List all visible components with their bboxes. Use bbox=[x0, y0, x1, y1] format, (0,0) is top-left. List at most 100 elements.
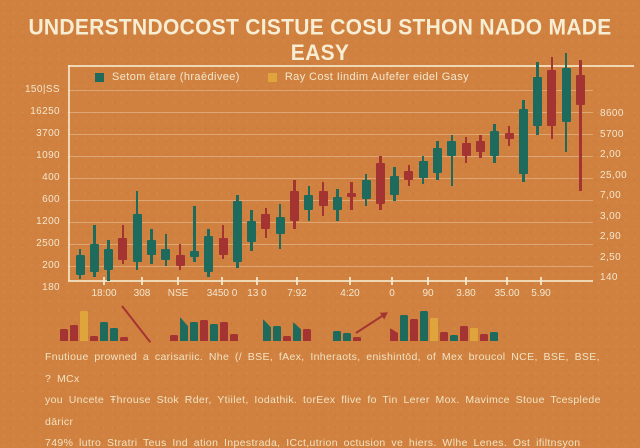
mini-bar bbox=[490, 332, 498, 341]
candle-body bbox=[404, 171, 414, 180]
candle-body bbox=[218, 238, 228, 256]
y-axis-label-right: 140 bbox=[600, 272, 618, 283]
candle-body bbox=[490, 130, 500, 157]
y-axis-label-right: 5700 bbox=[600, 128, 624, 140]
gridline bbox=[68, 90, 593, 91]
y-axis-label-right: 2,50 bbox=[600, 251, 622, 263]
mini-bar bbox=[400, 315, 408, 341]
mini-bar bbox=[120, 337, 128, 341]
trend-arrow-icon bbox=[355, 308, 391, 334]
caption-line-3: 749% lutro Stratri Teus Ind ation Inpest… bbox=[45, 437, 581, 448]
chart-frame-left bbox=[68, 65, 70, 281]
candle-body bbox=[361, 179, 371, 200]
mini-bar-group bbox=[263, 319, 311, 341]
mini-bar bbox=[273, 326, 281, 341]
y-axis-label-right: 7,00 bbox=[600, 190, 622, 201]
candle-wick bbox=[407, 164, 411, 187]
candle-body bbox=[518, 109, 528, 174]
x-axis-label: 308 bbox=[133, 288, 151, 299]
candle-wick bbox=[564, 53, 568, 152]
gridline bbox=[68, 134, 593, 135]
legend-swatch-yellow-icon bbox=[267, 72, 277, 82]
caption-line-1: Fnutioue prowned a carisariic. Nhe (/ BS… bbox=[45, 351, 600, 385]
mini-bar-group bbox=[170, 317, 238, 341]
candle-wick bbox=[293, 179, 296, 230]
y-axis-label-right: 2,90 bbox=[600, 231, 622, 242]
candle-body bbox=[89, 244, 99, 273]
mini-bar bbox=[303, 329, 311, 341]
legend-swatch-teal-icon bbox=[95, 72, 104, 82]
x-axis-label: 13 0 bbox=[247, 288, 267, 299]
candle-wick bbox=[121, 225, 125, 264]
y-axis-label-left: 2500 bbox=[36, 238, 60, 249]
candle-body bbox=[547, 70, 557, 127]
x-axis-label: 3450 0 bbox=[206, 288, 238, 299]
mini-bar bbox=[390, 328, 398, 341]
candle-wick bbox=[379, 156, 382, 211]
mini-bar bbox=[283, 336, 291, 341]
mini-bar bbox=[210, 324, 218, 341]
candle-body bbox=[175, 255, 185, 266]
y-axis-label-left: 150|SS bbox=[24, 84, 60, 95]
y-axis-label-right: 25,00 bbox=[600, 169, 628, 181]
candle-body bbox=[433, 147, 442, 174]
candle-wick bbox=[536, 61, 539, 135]
y-axis-label-left: 200 bbox=[42, 260, 60, 271]
mini-bar-group bbox=[60, 311, 128, 341]
mini-bar bbox=[80, 311, 88, 341]
candle-body bbox=[290, 190, 299, 221]
candle-body bbox=[247, 220, 257, 243]
mini-bar bbox=[410, 319, 418, 341]
x-axis-label: 3.80 bbox=[456, 288, 476, 299]
y-axis-label-left: 3700 bbox=[36, 128, 60, 139]
arrow-head-icon bbox=[379, 308, 391, 320]
mini-bar bbox=[90, 336, 98, 341]
legend-item-series2: Ray Cost Iindim Aufefer eidel Gasy bbox=[267, 71, 470, 83]
candle-wick bbox=[522, 100, 525, 183]
candle-body bbox=[189, 250, 199, 258]
candle-body bbox=[104, 248, 114, 271]
candle-wick bbox=[278, 203, 282, 249]
x-axis-label: 0 bbox=[389, 288, 395, 299]
candle-body bbox=[232, 201, 242, 262]
legend-label-series2: Ray Cost Iindim Aufefer eidel Gasy bbox=[284, 71, 470, 83]
x-axis-label: 7:92 bbox=[287, 288, 307, 299]
candle-body bbox=[576, 74, 585, 105]
gridline bbox=[68, 200, 593, 201]
mini-bar bbox=[430, 318, 438, 341]
y-axis-label-left: 600 bbox=[42, 194, 60, 205]
candle-wick bbox=[507, 126, 511, 146]
candle-wick bbox=[78, 248, 82, 279]
x-axis-label: 90 bbox=[422, 288, 434, 299]
candle-wick bbox=[321, 182, 325, 217]
mini-bar bbox=[333, 331, 341, 341]
mini-bar bbox=[420, 311, 428, 341]
chart-frame-top bbox=[68, 65, 634, 67]
x-axis-label: NSE bbox=[167, 288, 189, 299]
y-axis-label-left: 1200 bbox=[36, 216, 60, 227]
x-axis-label: 35.00 bbox=[494, 288, 520, 299]
x-axis-label: 5.90 bbox=[531, 288, 551, 299]
mini-bar bbox=[440, 332, 448, 341]
candle-wick bbox=[135, 190, 139, 271]
mini-bar bbox=[220, 322, 228, 341]
candle-wick bbox=[464, 136, 468, 163]
caption-line-2: you Uncete Ŧhrouse Stok Rder, Ytiilet, I… bbox=[45, 394, 601, 428]
mini-bar-group bbox=[333, 331, 361, 341]
candle-wick bbox=[479, 134, 482, 159]
candle-body bbox=[390, 175, 400, 195]
candle-body bbox=[347, 192, 357, 198]
mini-bar bbox=[70, 325, 78, 341]
candle-body bbox=[318, 190, 328, 206]
gridline bbox=[68, 112, 593, 113]
candle-wick bbox=[221, 225, 225, 260]
candle-body bbox=[275, 216, 285, 234]
candle-body bbox=[161, 248, 171, 260]
candle-wick bbox=[307, 186, 311, 221]
mini-bar bbox=[353, 337, 361, 341]
candle-body bbox=[261, 214, 271, 230]
candle-wick bbox=[579, 59, 582, 191]
candle-wick bbox=[236, 195, 239, 269]
trend-line-icon bbox=[121, 305, 152, 343]
